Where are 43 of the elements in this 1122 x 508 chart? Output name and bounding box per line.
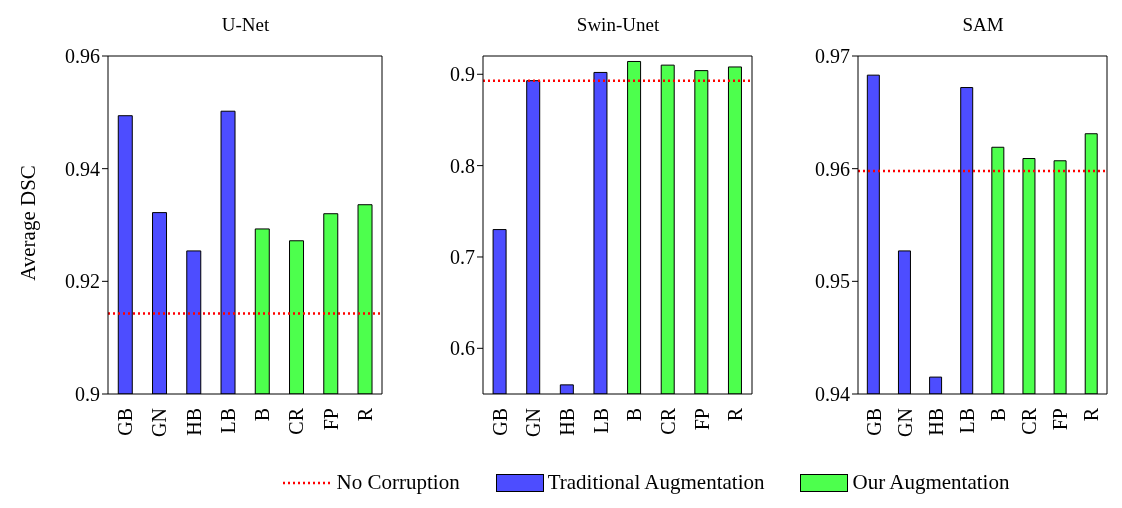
x-tick-label: LB	[216, 408, 239, 434]
y-tick-label: 0.8	[450, 154, 475, 177]
y-tick-label: 0.97	[815, 45, 850, 68]
x-tick-label: LB	[589, 408, 612, 434]
y-tick-label: 0.9	[75, 383, 100, 406]
x-tick-label: B	[623, 408, 646, 422]
y-tick-label: 0.96	[815, 157, 850, 180]
chart-title: U-Net	[220, 14, 271, 36]
y-tick-label: 0.6	[450, 337, 475, 360]
y-tick-label: 0.96	[65, 45, 100, 68]
x-tick-label: FP	[319, 408, 342, 431]
y-tick-label: 0.9	[450, 63, 475, 86]
x-tick-label: GN	[893, 408, 916, 437]
x-tick-label: FP	[690, 408, 713, 431]
chart-title: SAM	[961, 14, 1005, 36]
legend-label: Our Augmentation	[852, 470, 1010, 495]
chart-title: Swin-Unet	[575, 14, 661, 36]
x-tick-label: GN	[522, 408, 545, 437]
y-tick-label: 0.94	[815, 383, 850, 406]
x-tick-label: HB	[182, 408, 205, 436]
x-tick-label: GN	[148, 408, 171, 437]
x-tick-label: CR	[285, 407, 308, 435]
x-tick-label: HB	[924, 408, 947, 436]
x-tick-label: FP	[1049, 408, 1072, 431]
x-tick-label: R	[724, 407, 747, 422]
y-tick-label: 0.7	[450, 246, 475, 269]
y-axis-title: Average DSC	[16, 165, 41, 281]
x-tick-label: R	[353, 407, 376, 422]
x-tick-label: B	[251, 408, 274, 422]
x-tick-label: CR	[1018, 407, 1041, 435]
x-tick-label: GB	[488, 408, 511, 436]
x-tick-label: HB	[556, 408, 579, 436]
x-tick-label: R	[1080, 407, 1103, 422]
x-tick-label: GB	[114, 408, 137, 436]
x-tick-label: GB	[862, 408, 885, 436]
y-tick-label: 0.94	[65, 157, 100, 180]
legend-label: Traditional Augmentation	[547, 470, 765, 495]
x-tick-label: CR	[656, 407, 679, 435]
legend-label: No Corruption	[336, 470, 460, 495]
x-tick-label: LB	[955, 408, 978, 434]
y-tick-label: 0.92	[65, 270, 100, 293]
x-tick-label: B	[987, 408, 1010, 422]
y-tick-label: 0.95	[815, 270, 850, 293]
